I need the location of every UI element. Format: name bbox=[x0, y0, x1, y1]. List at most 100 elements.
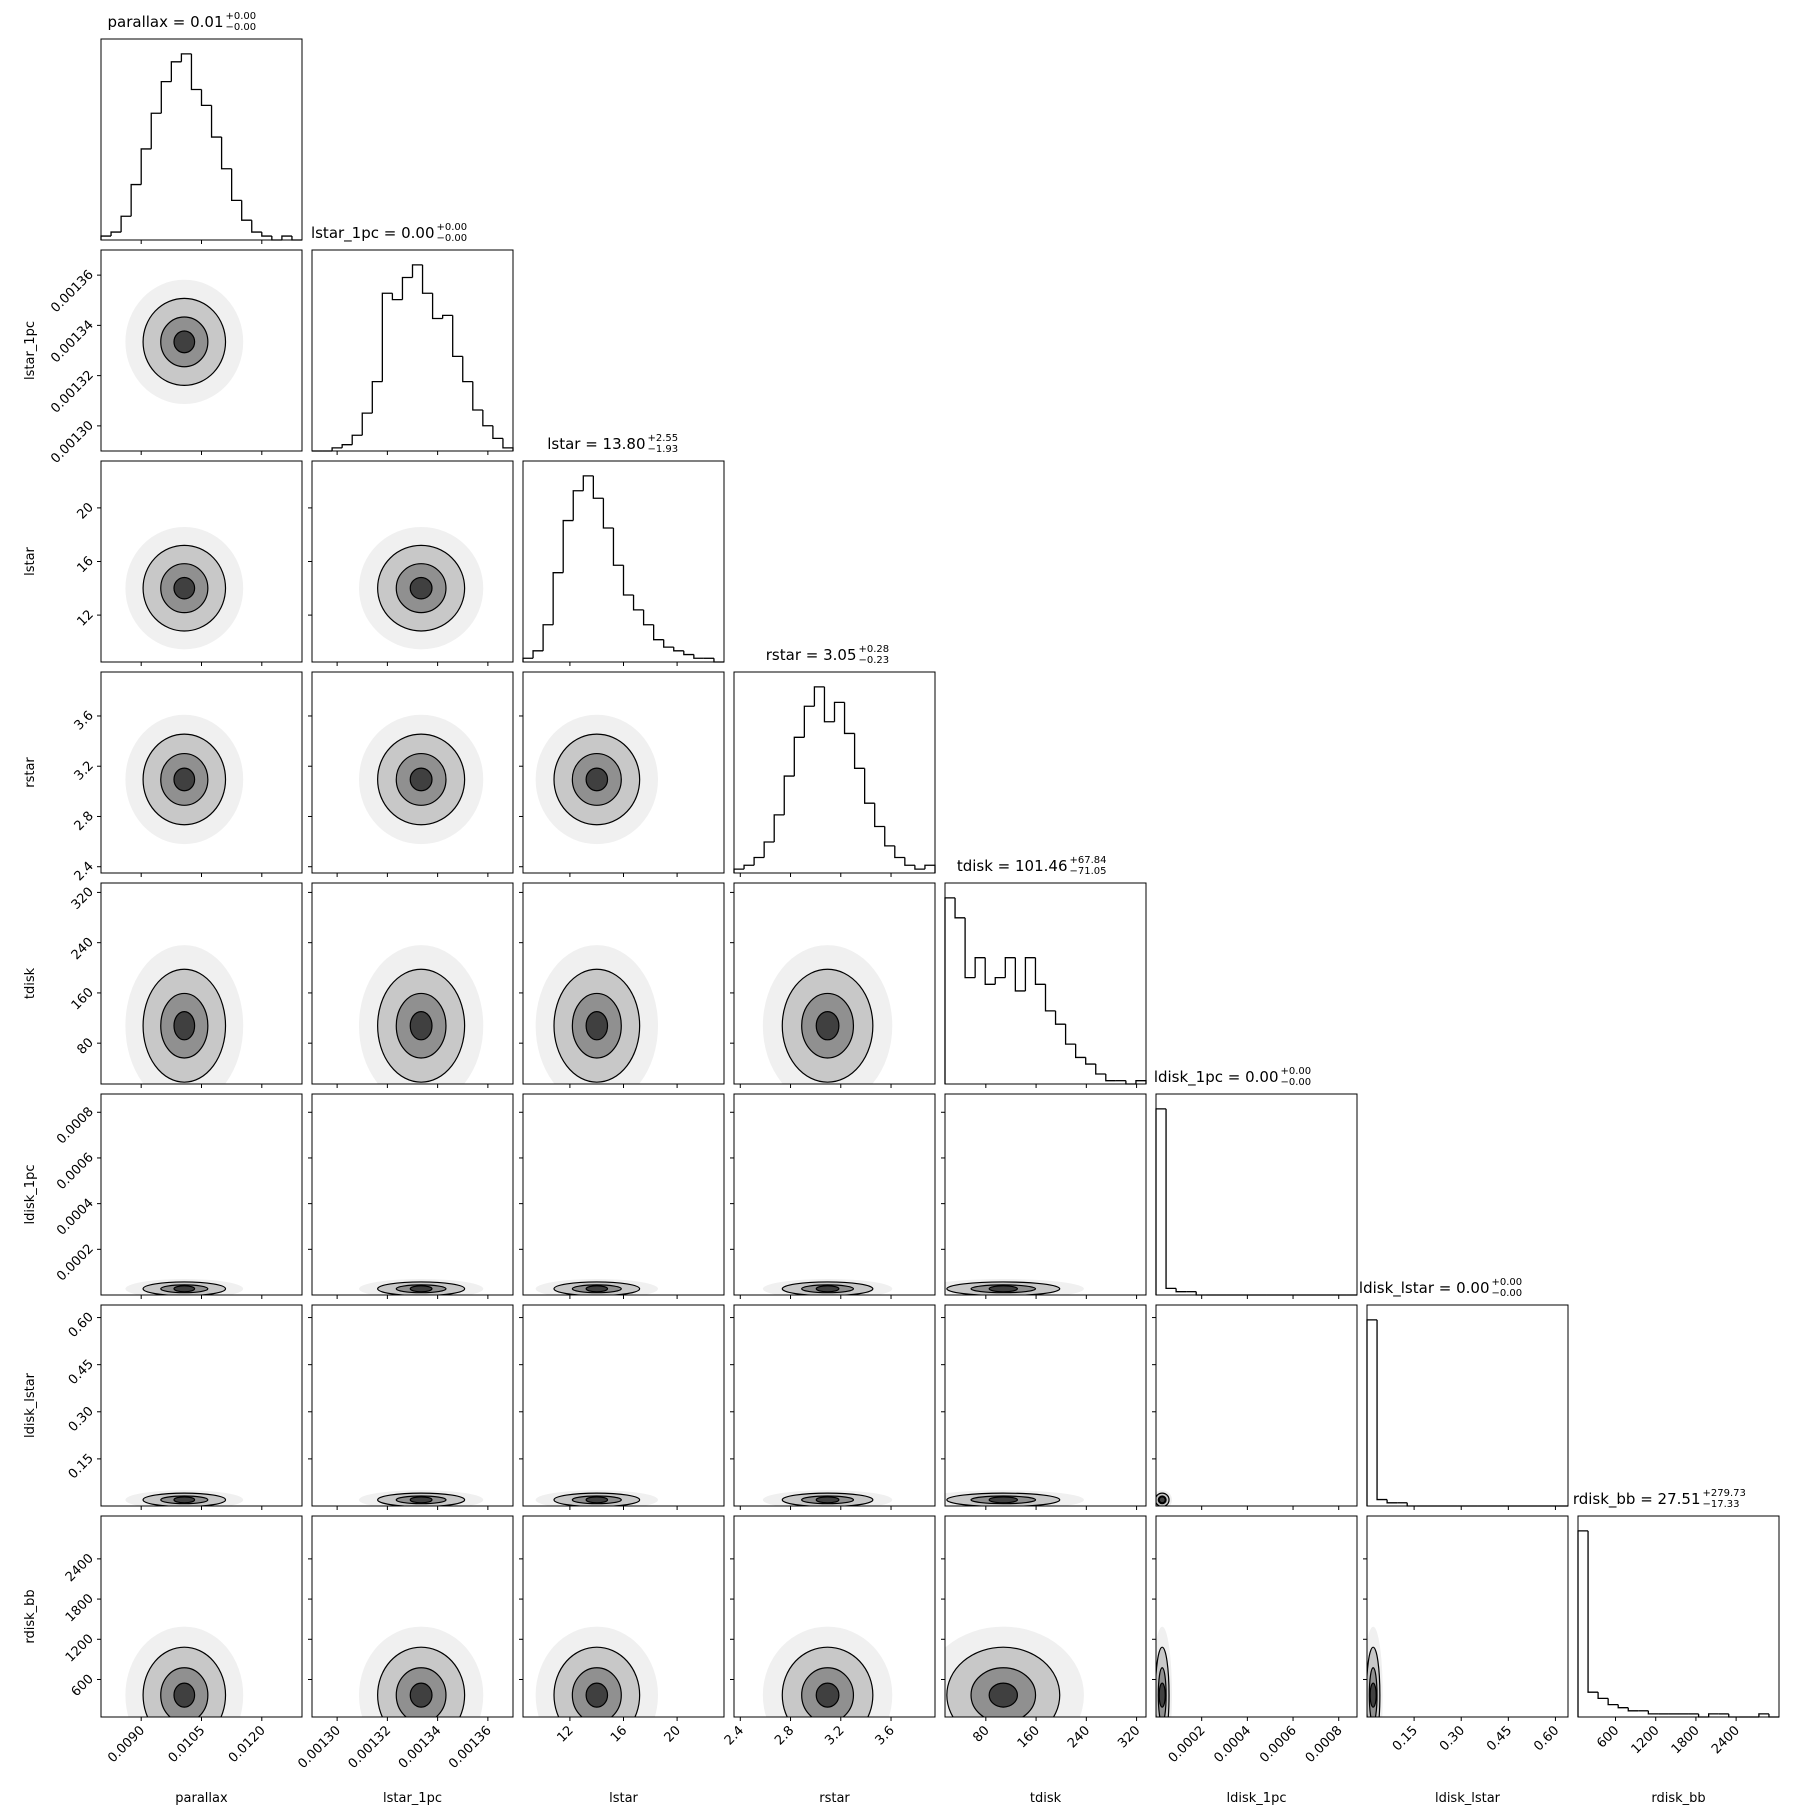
x-tick-label: 0.0008 bbox=[1303, 1723, 1346, 1766]
panel-frame bbox=[1155, 1304, 1358, 1507]
histogram-bin bbox=[964, 917, 976, 979]
x-tick-label: 20 bbox=[662, 1723, 684, 1745]
histogram-bin bbox=[874, 803, 885, 828]
x-tick-label: 240 bbox=[1065, 1723, 1093, 1751]
panel-title: ldisk_1pc = 0.00 bbox=[1154, 1068, 1279, 1087]
density-panel bbox=[535, 1626, 658, 1717]
y-tick-label: 20 bbox=[75, 500, 97, 522]
y-tick-label: 80 bbox=[75, 1035, 97, 1057]
histogram-bin bbox=[1095, 1064, 1106, 1075]
density-contour bbox=[988, 1285, 1018, 1293]
density-contour bbox=[173, 576, 196, 600]
histogram-bin bbox=[1577, 1530, 1589, 1717]
error-upper: +0.00 bbox=[1281, 1066, 1312, 1077]
density-panel bbox=[125, 526, 244, 650]
density-panel bbox=[762, 945, 893, 1084]
density-panel bbox=[125, 1626, 244, 1717]
y-tick-label: 0.00134 bbox=[48, 318, 97, 367]
histogram-bin bbox=[1366, 1319, 1378, 1506]
histogram-bin bbox=[914, 865, 925, 870]
x-tick-label: 0.0002 bbox=[1166, 1723, 1209, 1766]
error-upper: +0.28 bbox=[859, 644, 890, 655]
error-lower: −0.23 bbox=[859, 655, 890, 666]
histogram-bin bbox=[231, 168, 242, 202]
histogram-bin bbox=[1155, 1108, 1167, 1295]
density-contour bbox=[988, 1496, 1018, 1504]
density-panel bbox=[535, 1279, 658, 1295]
histogram-bin bbox=[170, 61, 182, 82]
density-contour bbox=[988, 1682, 1018, 1708]
density-panel bbox=[945, 1279, 1084, 1295]
histogram-bin bbox=[763, 841, 775, 858]
y-tick-label: 160 bbox=[69, 985, 97, 1013]
y-tick-label: 16 bbox=[75, 554, 97, 576]
histogram-bin bbox=[743, 864, 755, 870]
histogram-bin bbox=[261, 232, 272, 237]
y-axis-label: lstar_1pc bbox=[23, 321, 38, 380]
density-panel bbox=[125, 945, 244, 1084]
density-contour bbox=[173, 1682, 196, 1708]
panel-frame bbox=[733, 1093, 936, 1296]
histogram-bin bbox=[733, 868, 745, 873]
histogram-bin bbox=[381, 292, 393, 382]
histogram-bin bbox=[532, 650, 544, 659]
histogram-bin bbox=[462, 356, 473, 383]
histogram-bin bbox=[1105, 1074, 1116, 1082]
error-lower: −0.00 bbox=[437, 233, 468, 244]
y-tick-label: 0.0004 bbox=[54, 1196, 97, 1239]
x-tick-label: 0.0006 bbox=[1257, 1723, 1300, 1766]
x-tick-label: 160 bbox=[1015, 1723, 1043, 1751]
density-contour bbox=[409, 1285, 433, 1293]
panel-frame bbox=[100, 1515, 303, 1718]
histogram-bin bbox=[482, 409, 493, 427]
y-tick-label: 2.8 bbox=[72, 809, 97, 834]
density-contour bbox=[1158, 1682, 1166, 1708]
histogram-bin bbox=[1175, 1288, 1187, 1293]
y-tick-label: 3.2 bbox=[72, 758, 97, 783]
x-axis-label: rstar bbox=[819, 1791, 850, 1806]
density-panel bbox=[762, 1279, 893, 1295]
y-tick-label: 600 bbox=[69, 1672, 97, 1700]
density-contour bbox=[585, 767, 609, 792]
histogram-bin bbox=[683, 650, 694, 656]
density-contour bbox=[409, 1011, 433, 1041]
histogram-bin bbox=[291, 236, 302, 241]
x-tick-label: 0.0090 bbox=[105, 1723, 148, 1766]
histogram-bin bbox=[1165, 1108, 1177, 1289]
panel-frame bbox=[100, 671, 303, 874]
density-contour bbox=[815, 1496, 840, 1504]
x-tick-label: 0.15 bbox=[1390, 1723, 1421, 1754]
x-tick-label: 0.00130 bbox=[295, 1723, 344, 1772]
histogram-bin bbox=[110, 231, 122, 237]
panel-title: lstar = 13.80 bbox=[547, 435, 645, 453]
histogram-bin bbox=[823, 686, 835, 723]
histogram-bin bbox=[1597, 1692, 1609, 1700]
histogram-bin bbox=[1587, 1530, 1599, 1693]
panel-frame bbox=[311, 1304, 514, 1507]
density-contour bbox=[585, 1285, 609, 1293]
x-tick-label: 0.0105 bbox=[166, 1723, 209, 1766]
density-contour bbox=[409, 767, 433, 792]
histogram-bin bbox=[120, 215, 132, 233]
density-contour bbox=[815, 1011, 840, 1041]
density-panel bbox=[358, 1490, 484, 1506]
panel-title: rdisk_bb = 27.51 bbox=[1573, 1490, 1701, 1509]
y-tick-label: 1200 bbox=[63, 1632, 97, 1666]
histogram-bin bbox=[150, 112, 162, 149]
histogram-bin bbox=[803, 705, 815, 738]
x-tick-label: 600 bbox=[1594, 1723, 1622, 1751]
density-contour bbox=[409, 1496, 433, 1504]
histogram-bin bbox=[1627, 1707, 1639, 1712]
x-tick-label: 0.30 bbox=[1437, 1723, 1468, 1754]
x-tick-label: 320 bbox=[1115, 1723, 1143, 1751]
y-tick-label: 2.4 bbox=[72, 859, 97, 884]
histogram-bin bbox=[813, 686, 825, 707]
density-panel bbox=[762, 1490, 893, 1506]
histogram-bin bbox=[853, 733, 865, 769]
panel-frame bbox=[311, 1093, 514, 1296]
panel-frame bbox=[1155, 1515, 1358, 1718]
histogram-bin bbox=[884, 826, 895, 847]
density-contour bbox=[815, 1682, 840, 1708]
density-panel bbox=[358, 714, 484, 845]
histogram-bin bbox=[1617, 1704, 1629, 1709]
